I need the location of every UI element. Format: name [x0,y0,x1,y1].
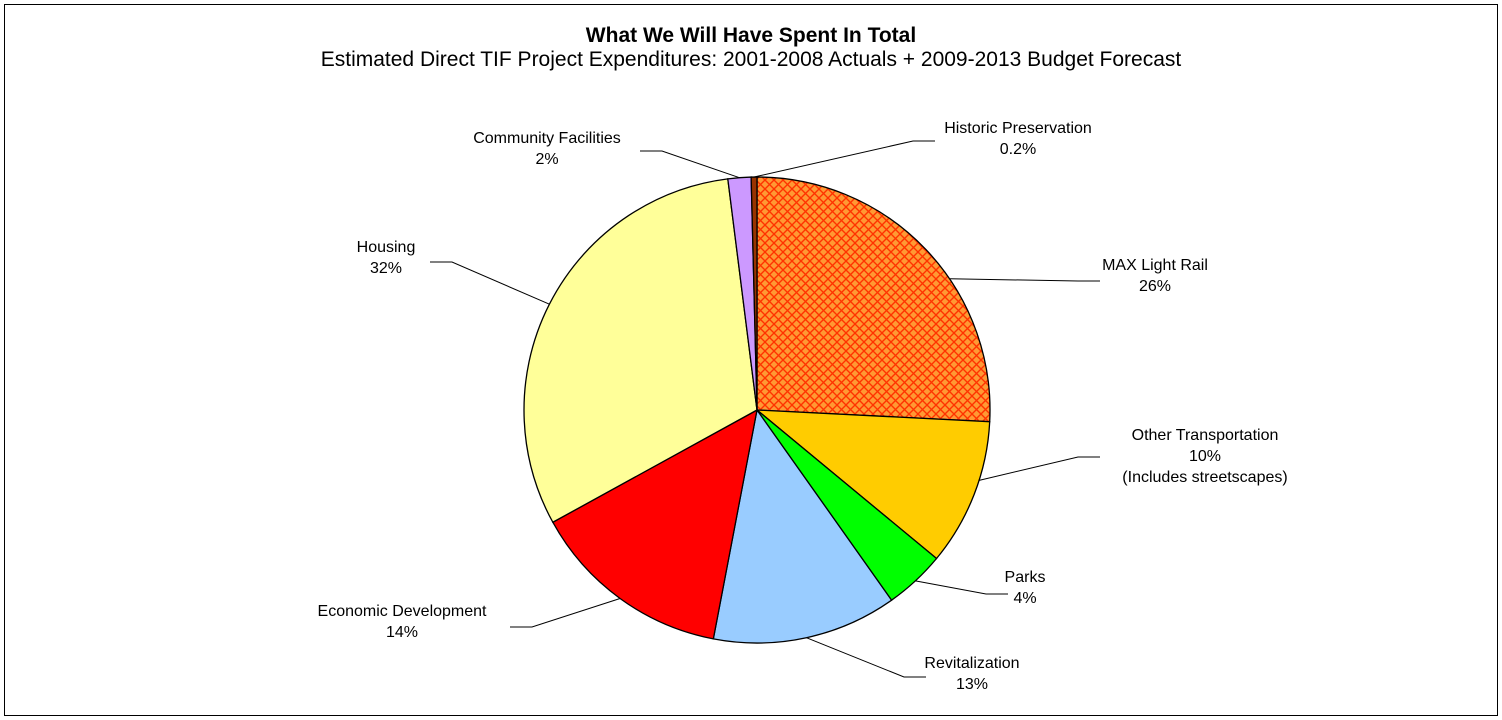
pie-slice-other-transport [755,409,991,560]
leader-line-housing [430,261,550,305]
slice-name: MAX Light Rail [1102,257,1208,274]
slice-name: Economic Development [318,603,488,620]
slice-label-max: MAX Light Rail 26% [1102,257,1208,295]
slice-name: Historic Preservation [944,120,1092,137]
slice-percent: 10% [1189,448,1221,465]
slice-percent: 13% [956,676,988,693]
slice-percent: 4% [1013,590,1036,607]
slice-label-revitalization: Revitalization 13% [924,655,1019,693]
slice-label-housing: Housing 32% [357,239,416,277]
slice-name: Community Facilities [473,130,621,147]
slice-name: Housing [357,239,416,256]
slice-label-other-transport: Other Transportation 10% (Includes streets… [1122,427,1287,486]
pie-slice-economic-development [551,408,758,640]
leader-line-parks [915,580,1008,595]
leader-line-historic-preservation [753,140,935,178]
chart-subtitle: Estimated Direct TIF Project Expenditure… [320,48,1182,71]
leader-line-other-transport [979,456,1100,481]
chart-title: What We Will Have Spent In Total [585,24,917,47]
slice-label-historic-preservation: Historic Preservation 0.2% [944,120,1092,158]
leader-line-revitalization [806,637,926,678]
slice-name: Other Transportation [1132,427,1279,444]
pie-slice-max [756,176,991,423]
pie-slice-revitalization [712,408,893,644]
slice-percent: 32% [370,260,402,277]
leader-line-max [949,278,1100,282]
slice-note: (Includes streetscapes) [1122,469,1287,486]
leaders-layer [430,140,1100,678]
slice-label-parks: Parks 4% [1005,569,1046,607]
slice-percent: 0.2% [1000,141,1036,158]
leader-line-community-facilities [640,150,740,179]
slice-percent: 2% [535,151,558,168]
leader-line-economic-development [510,598,621,628]
slice-percent: 14% [386,624,418,641]
slices-layer [523,176,991,644]
slice-label-economic-development: Economic Development 14% [318,603,488,641]
slice-percent: 26% [1139,278,1171,295]
slice-label-community-facilities: Community Facilities 2% [473,130,621,168]
slice-name: Revitalization [924,655,1019,672]
slice-name: Parks [1005,569,1046,586]
labels-layer: MAX Light Rail 26% Other Transportation 10%… [318,120,1288,693]
